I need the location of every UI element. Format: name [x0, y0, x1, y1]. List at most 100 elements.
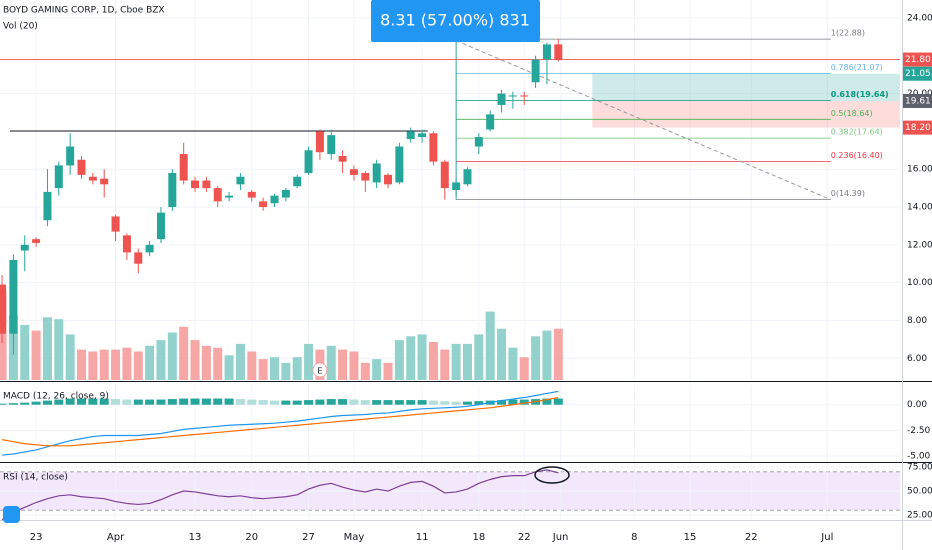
histogram-bar — [383, 400, 393, 405]
candle-body — [384, 174, 393, 185]
macd-line — [1, 390, 559, 456]
candle-body — [66, 146, 75, 166]
fib-label: 0.382(17.64) — [831, 128, 883, 137]
histogram-bar — [88, 398, 98, 405]
y-tick-label: 14.00 — [907, 203, 932, 213]
histogram-bar — [338, 399, 348, 405]
histogram-bar — [201, 398, 211, 405]
histogram-bar — [360, 400, 370, 405]
volume-bar — [20, 324, 30, 380]
histogram-bar — [394, 400, 404, 405]
candle-body — [225, 195, 234, 198]
histogram-bar — [542, 398, 552, 405]
histogram-bar — [122, 399, 132, 405]
y-tick-label: 24.00 — [907, 13, 932, 23]
histogram-bar — [8, 403, 18, 405]
candle-body — [191, 180, 200, 189]
volume-bar — [167, 332, 177, 380]
volume-bar — [213, 347, 223, 380]
volume-bar — [428, 342, 438, 380]
logo — [3, 506, 20, 523]
histogram-bar — [54, 399, 64, 405]
y-tick-label: 8.00 — [907, 316, 927, 326]
candle-body — [88, 176, 97, 181]
histogram-bar — [440, 401, 450, 405]
price-label: 18.20 — [905, 123, 931, 133]
x-tick-label: 18 — [472, 532, 485, 543]
histogram-bar — [156, 399, 166, 405]
x-tick-label: Jul — [820, 532, 833, 543]
candle-body — [9, 259, 18, 334]
histogram-bar — [372, 400, 382, 405]
x-tick-label: 22 — [745, 532, 758, 543]
candle-body — [213, 188, 222, 202]
histogram-bar — [235, 399, 245, 405]
macd-title: MACD (12, 26, close, 9) — [3, 392, 109, 402]
candle-body — [474, 137, 483, 147]
candle-body — [327, 135, 336, 155]
x-tick-label: 11 — [416, 532, 429, 543]
histogram-bar — [99, 398, 109, 405]
candle-body — [236, 176, 245, 185]
volume-bar — [292, 357, 302, 380]
x-tick-label: Apr — [107, 532, 125, 543]
volume-bar — [190, 340, 200, 380]
volume-bar — [111, 349, 121, 380]
histogram-bar — [304, 400, 314, 405]
volume-bar — [269, 357, 279, 380]
y-tick-label: 6.00 — [907, 354, 927, 364]
volume-bar — [383, 362, 393, 380]
signal-line — [1, 396, 559, 447]
volume-bar — [474, 334, 484, 380]
candle-body — [452, 182, 461, 190]
chart-title: BOYD GAMING CORP, 1D, Cboe BZX — [3, 6, 165, 16]
volume-bar — [485, 311, 495, 380]
volume-bar — [201, 345, 211, 380]
histogram-bar — [269, 400, 279, 405]
candle-body — [270, 195, 279, 204]
volume-bar — [224, 355, 234, 380]
volume-bar — [417, 334, 427, 380]
price-label-box — [903, 93, 932, 108]
x-tick-label: Jun — [552, 532, 569, 543]
price-label-box — [903, 52, 932, 67]
histogram-bar — [111, 399, 121, 405]
position-target — [592, 73, 900, 101]
rsi-circle — [534, 466, 570, 484]
candle-body — [43, 191, 52, 221]
volume-bar — [235, 343, 245, 380]
candle-body — [315, 131, 324, 153]
y-tick-label: 50.00 — [907, 487, 932, 497]
y-tick-label: 25.00 — [907, 510, 932, 520]
volume-bar — [519, 357, 529, 380]
volume-bar — [258, 359, 268, 380]
candle-body — [542, 44, 551, 60]
histogram-bar — [31, 401, 41, 405]
volume-bar — [553, 328, 563, 380]
fib-label: 0.236(16.40) — [831, 151, 883, 160]
histogram-bar — [258, 400, 268, 405]
y-tick-label: 12.00 — [907, 240, 932, 250]
candle-body — [395, 146, 404, 183]
histogram-bar — [65, 398, 75, 405]
candle-body — [202, 180, 211, 189]
fib-label: 0.786(21.07) — [831, 63, 883, 72]
x-tick-label: 23 — [30, 532, 43, 543]
volume-bar — [497, 328, 507, 380]
histogram-bar — [406, 400, 416, 405]
histogram-bar — [190, 398, 200, 405]
volume-bar — [451, 343, 461, 380]
earnings-label: E — [317, 367, 322, 376]
volume-bar — [65, 334, 75, 380]
histogram-bar — [326, 399, 336, 405]
histogram-bar — [224, 398, 234, 405]
volume-bar — [542, 330, 552, 380]
fib-label: 0.618(19.64) — [831, 90, 889, 99]
candle-body — [372, 163, 381, 183]
x-tick-label: 27 — [302, 532, 315, 543]
candle-body — [497, 93, 506, 105]
price-label: 21.05 — [905, 69, 931, 79]
fib-label: 0.5(18.64) — [831, 109, 873, 118]
candle-body — [259, 201, 268, 208]
